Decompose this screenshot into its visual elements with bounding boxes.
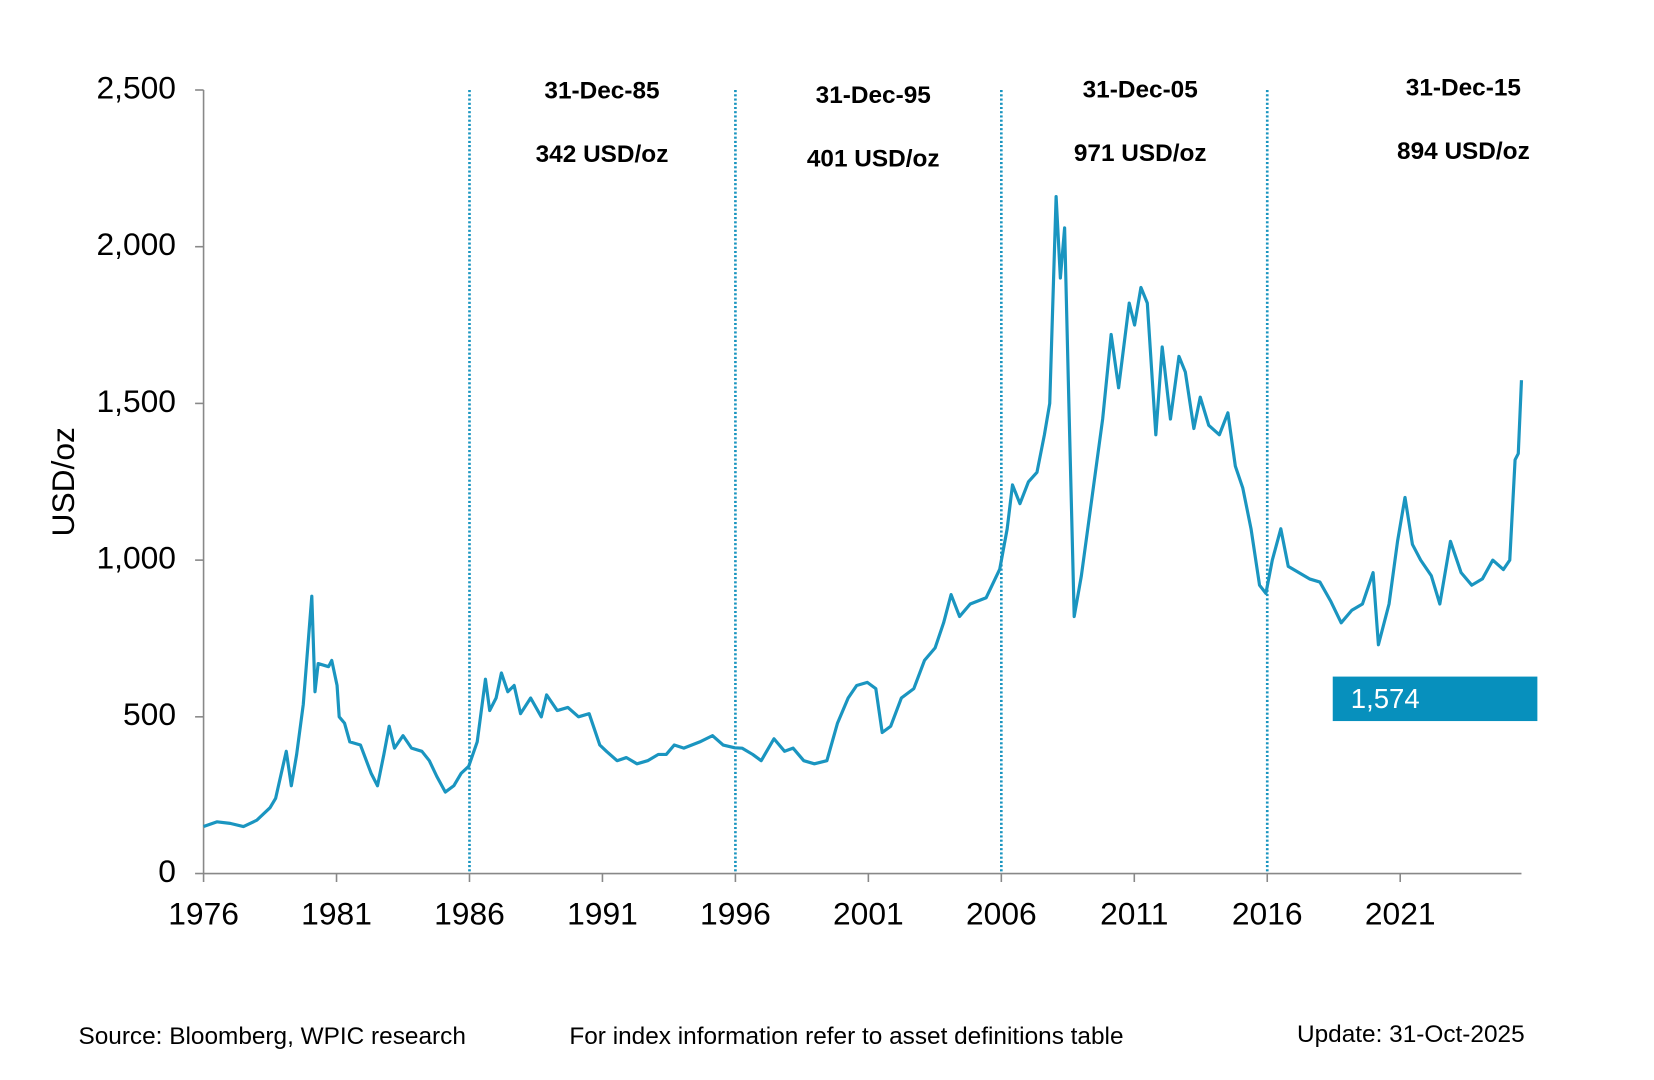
value-label: 1,574 bbox=[1351, 683, 1420, 714]
x-tick-label: 2011 bbox=[1100, 895, 1168, 931]
y-tick-label: 500 bbox=[123, 696, 176, 732]
x-tick-label: 1986 bbox=[434, 895, 505, 931]
x-tick-label: 2016 bbox=[1232, 895, 1303, 931]
annotation-value: 401 USD/oz bbox=[807, 145, 940, 172]
x-tick-label: 1996 bbox=[700, 895, 771, 931]
x-tick-label: 1976 bbox=[168, 895, 239, 931]
x-tick-label: 1981 bbox=[301, 895, 372, 931]
annotation-value: 342 USD/oz bbox=[536, 141, 669, 168]
y-tick-label: 2,500 bbox=[96, 69, 176, 105]
footer-source: Source: Bloomberg, WPIC research bbox=[78, 1023, 465, 1050]
price-line bbox=[203, 194, 1524, 829]
annotation-value: 971 USD/oz bbox=[1074, 140, 1207, 167]
footer-note: For index information refer to asset def… bbox=[569, 1023, 1123, 1050]
x-tick-label: 1991 bbox=[567, 895, 638, 931]
x-tick-label: 2021 bbox=[1365, 895, 1436, 931]
annotation-date: 31-Dec-15 bbox=[1406, 74, 1521, 101]
y-tick-label: 1,500 bbox=[96, 383, 176, 419]
x-tick-label: 2001 bbox=[833, 895, 904, 931]
annotation-date: 31-Dec-05 bbox=[1083, 77, 1198, 104]
footer-update: Update: 31-Oct-2025 bbox=[1297, 1021, 1525, 1048]
y-tick-label: 2,000 bbox=[96, 226, 176, 262]
y-tick-label: 0 bbox=[158, 853, 176, 889]
annotation-date: 31-Dec-95 bbox=[816, 82, 931, 109]
x-tick-label: 2006 bbox=[966, 895, 1037, 931]
annotation-date: 31-Dec-85 bbox=[544, 78, 659, 105]
annotation-value: 894 USD/oz bbox=[1397, 138, 1530, 165]
y-tick-label: 1,000 bbox=[96, 540, 176, 576]
y-axis-label: USD/oz bbox=[45, 427, 81, 536]
value-label-box bbox=[1332, 676, 1538, 722]
